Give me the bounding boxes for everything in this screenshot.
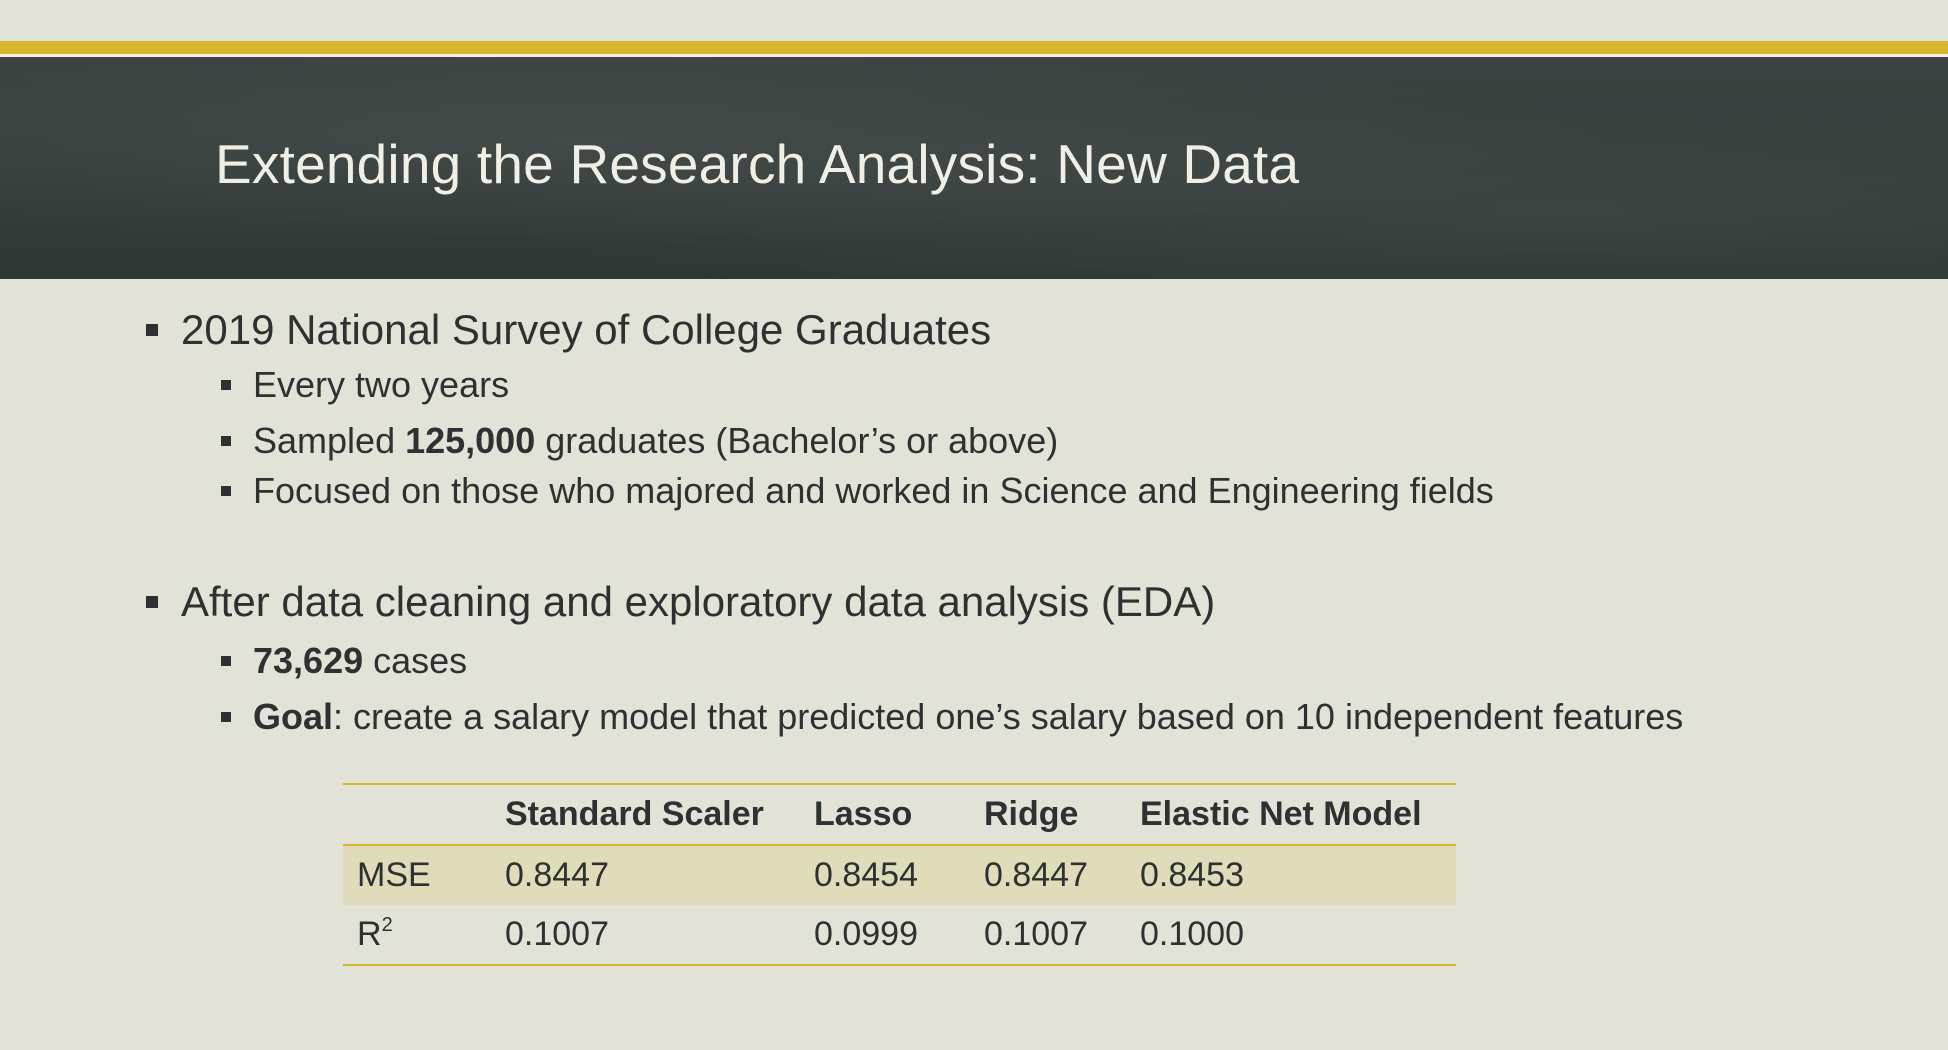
- square-bullet-icon: [221, 380, 231, 390]
- sub-bullet-cases: 73,629 cases: [221, 640, 467, 682]
- table-header-cell: Standard Scaler: [491, 784, 800, 846]
- table-row: MSE 0.8447 0.8454 0.8447 0.8453: [343, 845, 1456, 905]
- bullet-survey-text: 2019 National Survey of College Graduate…: [181, 306, 992, 353]
- table-cell: 0.0999: [814, 915, 918, 953]
- table-row: R2 0.1007 0.0999 0.1007 0.1000: [343, 905, 1456, 965]
- sub-bullet-cases-text: 73,629 cases: [253, 640, 467, 682]
- table-cell: 0.8453: [1126, 845, 1456, 905]
- table-header-cell: Lasso: [800, 784, 970, 846]
- goal-label: Goal: [253, 696, 334, 737]
- table-header-row: Standard Scaler Lasso Ridge Elastic Net …: [343, 784, 1456, 846]
- sub-bullet-focus: Focused on those who majored and worked …: [221, 470, 1494, 512]
- sampled-suffix: graduates (Bachelor’s or above): [535, 420, 1059, 461]
- title-banner: [0, 57, 1948, 279]
- bullet-cleaning: After data cleaning and exploratory data…: [146, 578, 1215, 626]
- slide-title: Extending the Research Analysis: New Dat…: [215, 133, 1300, 195]
- square-bullet-icon: [221, 712, 231, 722]
- table-row-label: MSE: [343, 845, 491, 905]
- table-cell: 0.8447: [491, 845, 800, 905]
- sub-bullet-sampled-text: Sampled 125,000 graduates (Bachelor’s or…: [253, 420, 1058, 462]
- sub-bullet-goal-text: Goal: create a salary model that predict…: [253, 696, 1683, 738]
- square-bullet-icon: [221, 656, 231, 666]
- cases-suffix: cases: [363, 640, 468, 681]
- square-bullet-icon: [221, 486, 231, 496]
- table-cell: 0.8454: [800, 845, 970, 905]
- sub-bullet-frequency: Every two years: [221, 364, 509, 406]
- square-bullet-icon: [146, 596, 158, 608]
- bullet-survey: 2019 National Survey of College Graduate…: [146, 306, 991, 354]
- table-cell: 0.8447: [970, 845, 1126, 905]
- table-header-cell: [343, 784, 491, 846]
- square-bullet-icon: [221, 436, 231, 446]
- accent-stripe-highlight: [0, 54, 1948, 57]
- square-bullet-icon: [146, 324, 158, 336]
- table-header-cell: Ridge: [970, 784, 1126, 846]
- metric-name: R: [357, 915, 382, 953]
- bullet-cleaning-text: After data cleaning and exploratory data…: [181, 578, 1216, 625]
- sub-bullet-sampled: Sampled 125,000 graduates (Bachelor’s or…: [221, 420, 1058, 462]
- table-cell: 0.1000: [1140, 915, 1244, 953]
- table-row-label: R2: [343, 905, 491, 965]
- sampled-count: 125,000: [405, 420, 536, 461]
- accent-stripe: [0, 41, 1948, 54]
- sampled-prefix: Sampled: [253, 420, 406, 461]
- sub-bullet-frequency-text: Every two years: [253, 364, 510, 405]
- table-cell: 0.1007: [505, 915, 609, 953]
- goal-text: : create a salary model that predicted o…: [333, 696, 1684, 737]
- metric-superscript: 2: [381, 914, 393, 936]
- table-header-cell: Elastic Net Model: [1126, 784, 1456, 846]
- sub-bullet-goal: Goal: create a salary model that predict…: [221, 696, 1683, 738]
- cases-count: 73,629: [253, 640, 364, 681]
- sub-bullet-focus-text: Focused on those who majored and worked …: [253, 470, 1494, 511]
- table-cell: 0.1007: [984, 915, 1088, 953]
- model-results-table: Standard Scaler Lasso Ridge Elastic Net …: [343, 783, 1456, 966]
